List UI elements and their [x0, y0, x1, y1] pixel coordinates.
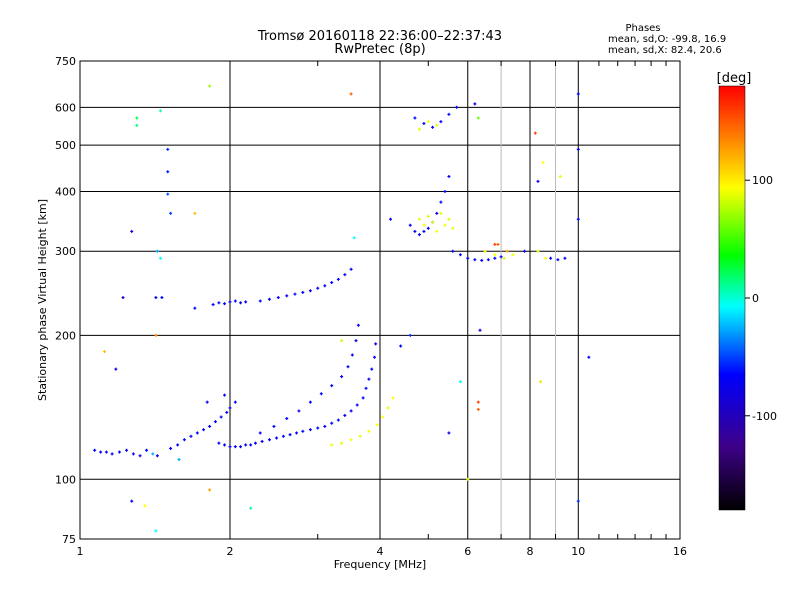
stats-line-x: mean, sd,X: 82.4, 20.6	[608, 45, 722, 56]
grid-lines	[80, 61, 680, 539]
colorbar	[718, 85, 746, 511]
colorbar-label: [deg]	[717, 71, 752, 86]
y-tick-label: 400	[55, 185, 76, 198]
x-tick-label: 2	[227, 545, 234, 558]
y-tick-label: 750	[55, 55, 76, 68]
colorbar-tick-label: 100	[752, 174, 773, 187]
y-tick-label: 200	[55, 329, 76, 342]
y-tick-label: 500	[55, 139, 76, 152]
chart-subtitle: RwPretec (8p)	[334, 42, 425, 57]
y-axis-label: Stationary phase Virtual Height [km]	[36, 199, 49, 401]
stats-line-o: mean, sd,O: -99.8, 16.9	[608, 34, 726, 45]
y-tick-label: 75	[62, 533, 76, 546]
plot-frame	[79, 60, 681, 540]
y-axis-ticks: 75 100 200 300 400 500 600 750	[55, 55, 76, 546]
y-tick-label: 600	[55, 101, 76, 114]
x-tick-label: 4	[377, 545, 384, 558]
x-tick-label: 16	[673, 545, 687, 558]
colorbar-tick-label: 0	[752, 292, 759, 305]
x-axis-ticks: 1 2 4 6 8 10 16	[77, 61, 687, 558]
x-tick-label: 10	[571, 545, 585, 558]
colorbar-tick-label: -100	[752, 410, 777, 423]
x-tick-label: 6	[464, 545, 471, 558]
y-tick-label: 100	[55, 473, 76, 486]
y-tick-label: 300	[55, 245, 76, 258]
chart-title: Tromsø 20160118 22:36:00–22:37:43	[257, 29, 502, 44]
stats-header: Phases	[625, 23, 660, 34]
colorbar-ticks: 100 0 -100	[745, 174, 777, 423]
x-tick-label: 8	[527, 545, 534, 558]
x-axis-label: Frequency [MHz]	[334, 558, 426, 571]
x-tick-label: 1	[77, 545, 84, 558]
data-points	[93, 84, 591, 533]
